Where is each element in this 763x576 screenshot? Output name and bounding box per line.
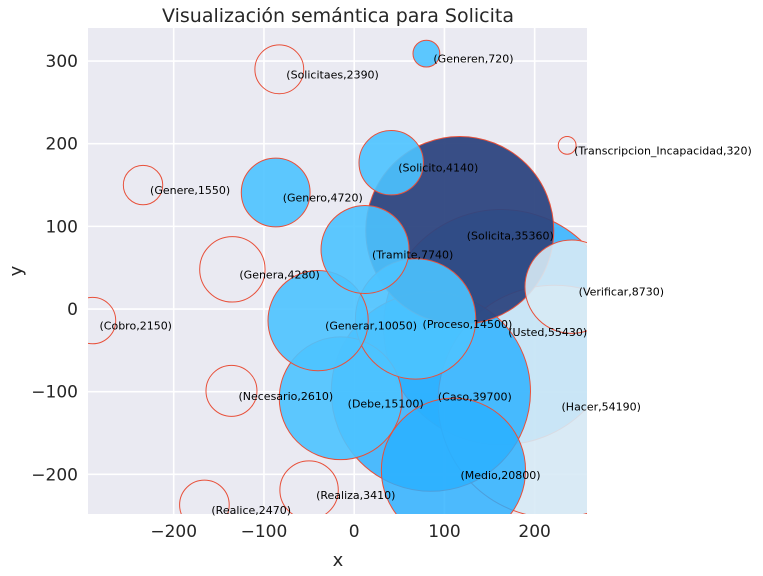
bubble-label: (Generen,720) bbox=[433, 53, 513, 66]
bubble-label: (Proceso,14500) bbox=[423, 318, 513, 331]
bubble-label: (Tramite,7740) bbox=[372, 249, 453, 262]
bubble-genera bbox=[199, 236, 266, 303]
bubble-label: (Genere,1550) bbox=[150, 184, 230, 197]
x-tick-label: −100 bbox=[241, 522, 288, 542]
bubble-tramite bbox=[320, 205, 410, 295]
x-axis-label: x bbox=[333, 550, 344, 571]
x-axis-ticks: −200 −100 0 100 200 bbox=[150, 522, 551, 542]
bubble-verificar bbox=[524, 239, 587, 334]
bubble-label-layer: (Solicitaes,2390) (Generen,720) (Transcrip… bbox=[100, 53, 752, 517]
bubble-genero bbox=[240, 157, 311, 228]
bubble-label: (Usted,55430) bbox=[508, 326, 587, 339]
bubble-label: (Solicita,35360) bbox=[467, 230, 554, 243]
chart-title: Visualización semántica para Solicita bbox=[162, 5, 514, 27]
bubble-label: (Genero,4720) bbox=[283, 191, 363, 204]
y-axis-label: y bbox=[6, 265, 27, 276]
y-tick-label: 0 bbox=[67, 300, 78, 320]
bubble-necesario bbox=[205, 364, 258, 417]
bubble-label: (Cobro,2150) bbox=[100, 320, 172, 333]
bubble-label: (Medio,20800) bbox=[460, 469, 540, 482]
y-tick-label: 300 bbox=[46, 52, 78, 72]
bubble-label: (Genera,4280) bbox=[239, 268, 319, 281]
bubble-genere bbox=[122, 164, 164, 206]
bubble-cobro bbox=[88, 296, 117, 345]
bubble-realice bbox=[179, 479, 230, 514]
bubble-label: (Generar,10050) bbox=[325, 320, 417, 333]
bubble-solicito bbox=[358, 130, 424, 196]
bubble-layer bbox=[88, 39, 587, 514]
bubble-generen bbox=[412, 39, 441, 68]
x-tick-label: 0 bbox=[349, 522, 360, 542]
bubble-label: (Debe,15100) bbox=[348, 397, 424, 410]
bubble-generar bbox=[267, 269, 369, 372]
bubble-label: (Necesario,2610) bbox=[238, 390, 333, 403]
bubble-realiza bbox=[279, 460, 339, 514]
bubble-transcripcion-incapacidad bbox=[557, 135, 577, 155]
bubble-label: (Verificar,8730) bbox=[579, 286, 664, 299]
bubble-label: (Realice,2470) bbox=[211, 504, 291, 517]
bubble-label: (Solicito,4140) bbox=[398, 162, 478, 175]
y-tick-label: 200 bbox=[46, 135, 78, 155]
bubble-label: (Solicitaes,2390) bbox=[286, 68, 379, 81]
bubble-label: (Transcripcion_Incapacidad,320) bbox=[574, 144, 752, 157]
y-tick-label: 100 bbox=[46, 217, 78, 237]
bubble-label: (Hacer,54190) bbox=[562, 401, 641, 414]
bubble-label: (Realiza,3410) bbox=[316, 489, 395, 502]
bubble-label: (Caso,39700) bbox=[438, 391, 512, 404]
y-tick-label: −200 bbox=[31, 465, 78, 485]
bubble-medio bbox=[380, 397, 527, 514]
x-tick-label: 200 bbox=[518, 522, 550, 542]
x-tick-label: 100 bbox=[428, 522, 460, 542]
bubble-solicitaes bbox=[254, 44, 305, 95]
y-axis-ticks: −200 −100 0 100 200 300 bbox=[31, 52, 78, 485]
x-tick-label: −200 bbox=[150, 522, 197, 542]
y-tick-label: −100 bbox=[31, 383, 78, 403]
